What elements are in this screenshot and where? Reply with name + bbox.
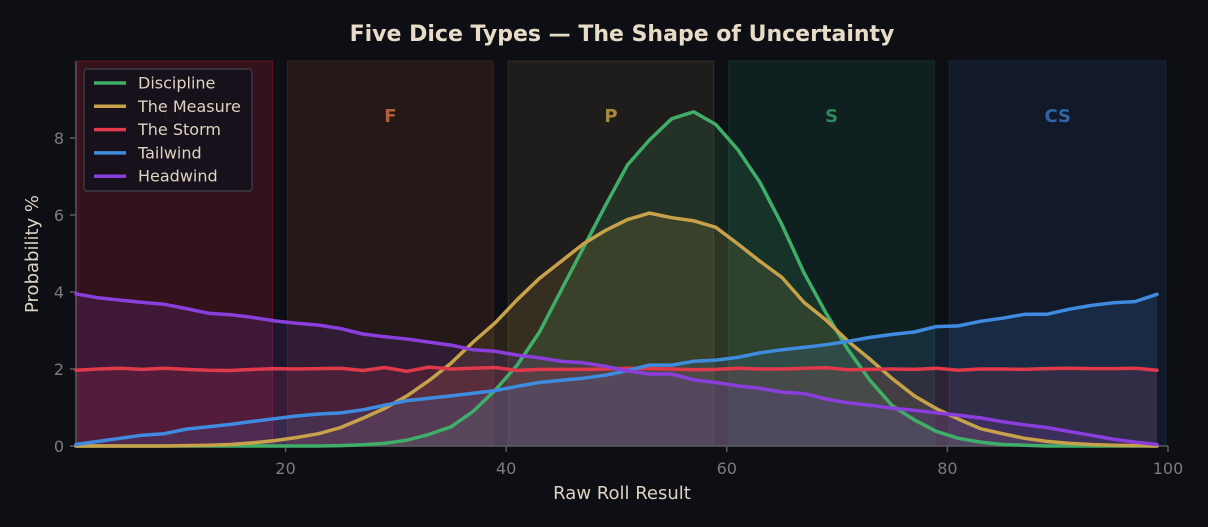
series-lines <box>74 110 1159 448</box>
x-tick-label: 100 <box>1153 459 1184 478</box>
legend-entry-discipline: Discipline <box>138 74 215 93</box>
x-tick-label: 80 <box>937 459 957 478</box>
x-tick-label: 20 <box>275 459 295 478</box>
zone-label-p: P <box>604 106 617 127</box>
legend-entry-headwind: Headwind <box>138 167 218 186</box>
y-tick-label: 0 <box>54 437 64 456</box>
legend-entry-the-storm: The Storm <box>137 120 221 139</box>
series-line-tailwind <box>74 292 1159 447</box>
zone-label-s: S <box>825 106 838 127</box>
series-line-the-measure <box>74 211 1159 448</box>
y-tick-label: 4 <box>54 283 64 302</box>
zone-label-cs: CS <box>1044 106 1071 127</box>
zone-label-f: F <box>384 106 396 127</box>
x-tick-label: 60 <box>717 459 737 478</box>
zone-band-cs <box>948 60 1167 447</box>
legend-box <box>83 68 253 192</box>
x-tick-label: 40 <box>496 459 516 478</box>
chart-title: Five Dice Types — The Shape of Uncertain… <box>350 22 895 47</box>
x-axis-label: Raw Roll Result <box>553 483 691 504</box>
series-line-discipline <box>74 110 1159 448</box>
y-tick-label: 2 <box>54 360 64 379</box>
legend-entry-tailwind: Tailwind <box>137 143 202 162</box>
legend: Discipline The Measure The Storm Tailwind He… <box>83 68 253 192</box>
zones-layer <box>77 60 1167 447</box>
legend-entry-the-measure: The Measure <box>137 97 241 116</box>
zone-band-f <box>287 60 494 447</box>
zone-band-s <box>728 60 935 447</box>
y-tick-label: 8 <box>54 129 64 148</box>
y-axis-label: Probability % <box>22 195 43 313</box>
series-line-headwind <box>74 292 1159 447</box>
series-fill-discipline <box>76 111 1157 447</box>
y-tick-label: 6 <box>54 206 64 225</box>
series-fill-the-measure <box>76 213 1157 446</box>
